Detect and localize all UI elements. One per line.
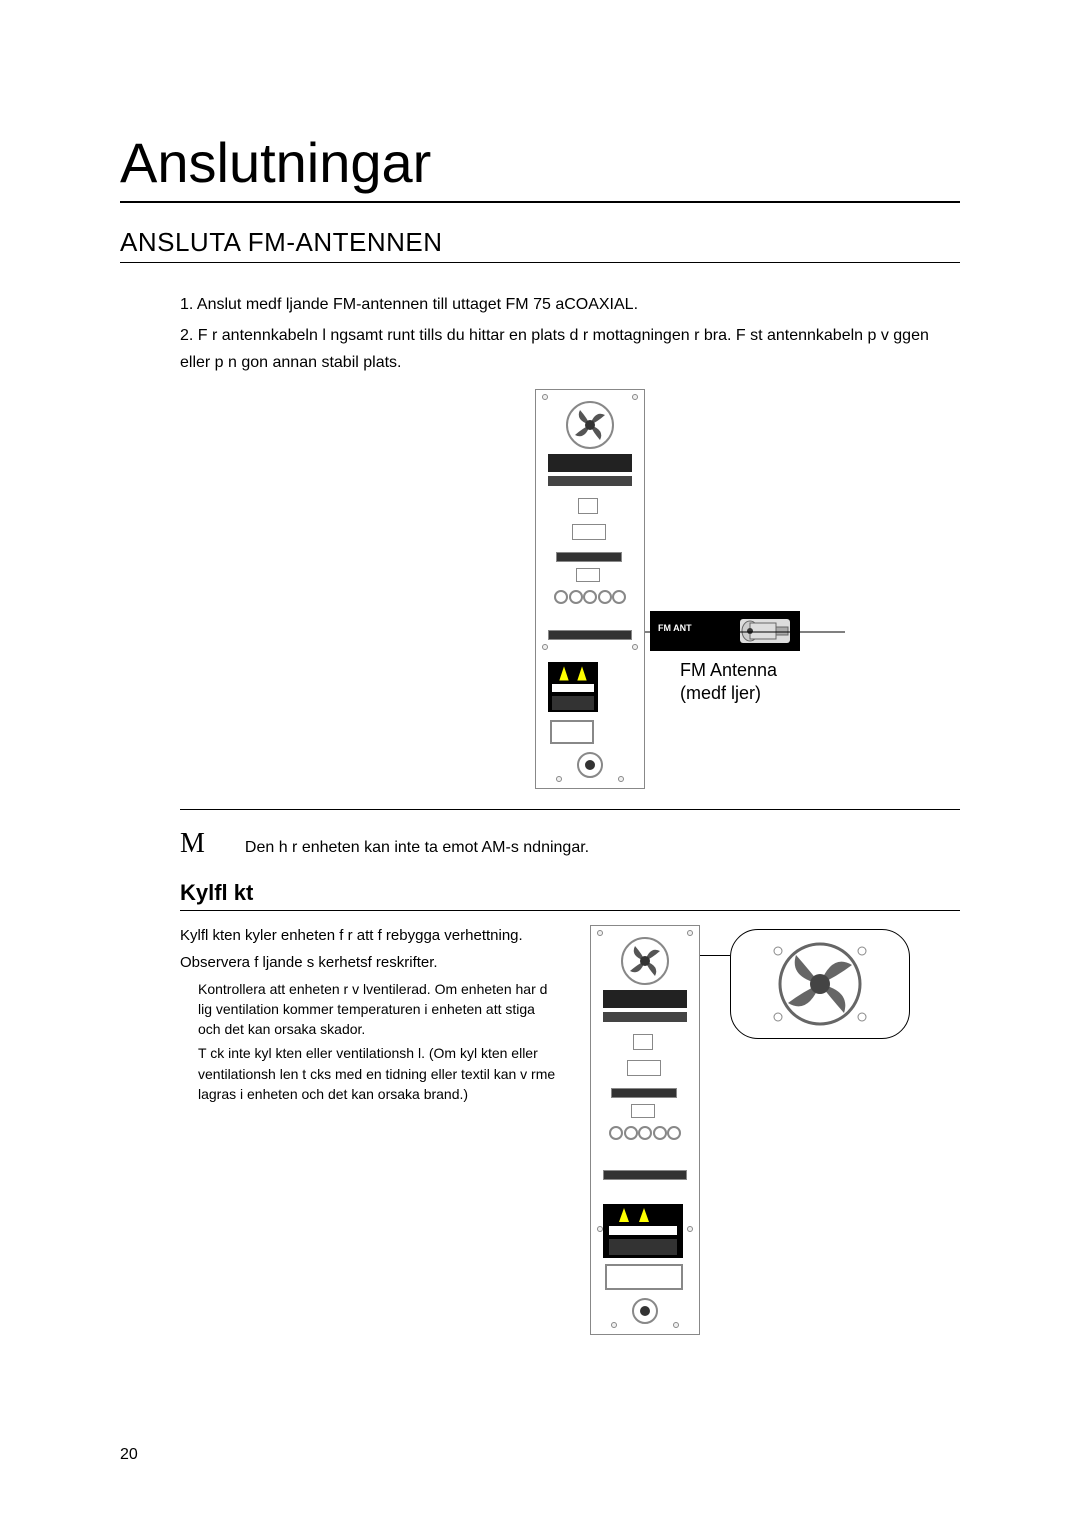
power-socket-icon — [632, 1298, 658, 1324]
power-socket-icon — [577, 752, 603, 778]
cooling-bullet: Kontrollera att enheten r v lventilerad.… — [180, 979, 560, 1040]
note-block: M Den h r enheten kan inte ta emot AM-s … — [120, 828, 960, 860]
instruction-step: 2. F r antennkabeln l ngsamt runt tills … — [180, 322, 960, 376]
connector-grid — [609, 1126, 681, 1162]
caution-label-icon — [548, 662, 598, 712]
fan-icon — [620, 936, 670, 986]
callout-leader-line — [700, 955, 730, 956]
cooling-text-block: Kylfl kten kyler enheten f r att f rebyg… — [180, 925, 560, 1105]
cooling-intro: Kylfl kten kyler enheten f r att f rebyg… — [180, 925, 560, 946]
fm-antenna-label-line: (medf ljer) — [680, 682, 777, 705]
cooling-intro: Observera f ljande s kerhetsf reskrifter… — [180, 952, 560, 973]
page-title: Anslutningar — [120, 130, 960, 203]
section-heading-antenna: ANSLUTA FM-ANTENNEN — [120, 227, 960, 263]
note-text: Den h r enheten kan inte ta emot AM-s nd… — [245, 839, 589, 857]
section-heading-cooling: Kylfl kt — [180, 880, 960, 911]
instruction-step: 1. Anslut medf ljande FM-antennen till u… — [180, 291, 960, 318]
cooling-bullet: T ck inte kyl kten eller ventilationsh l… — [180, 1043, 560, 1104]
page-number: 20 — [120, 1446, 138, 1464]
device-rear-illustration — [535, 389, 645, 789]
fan-closeup-callout — [730, 929, 910, 1039]
fm-antenna-label-line: FM Antenna — [680, 659, 777, 682]
fan-closeup-icon — [760, 939, 880, 1029]
fan-icon — [565, 400, 615, 450]
connector-grid — [554, 590, 626, 626]
device-diagram-cooling — [560, 925, 960, 1345]
fm-antenna-label: FM Antenna (medf ljer) — [680, 659, 777, 706]
caution-label-icon — [603, 1204, 683, 1258]
note-marker: M — [180, 828, 205, 860]
device-diagram-antenna: FM ANT FM Antenna (medf ljer) — [120, 389, 960, 789]
divider — [180, 809, 960, 810]
instruction-list: 1. Anslut medf ljande FM-antennen till u… — [120, 291, 960, 377]
device-rear-illustration — [590, 925, 700, 1335]
